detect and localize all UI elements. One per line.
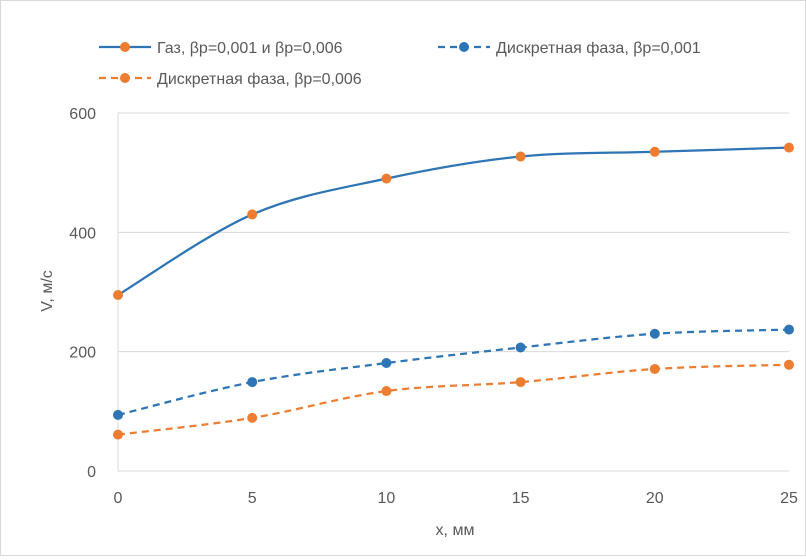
- legend-marker: [120, 42, 130, 52]
- data-point: [784, 324, 794, 335]
- y-tick-label: 200: [69, 345, 96, 362]
- data-point: [247, 377, 258, 388]
- x-tick-label: 25: [780, 490, 798, 507]
- x-tick-label: 10: [378, 490, 396, 507]
- legend: Газ, βр=0,001 и βр=0,006 Дискретная фаза,…: [99, 40, 701, 88]
- data-point: [113, 429, 123, 440]
- x-tick-label: 5: [248, 490, 257, 507]
- x-axis-title: x, мм: [436, 522, 475, 539]
- x-tick-label: 15: [512, 490, 530, 507]
- data-point: [515, 342, 526, 353]
- data-point: [649, 328, 660, 339]
- series-1: [113, 142, 794, 300]
- data-point: [649, 363, 660, 374]
- data-point: [784, 142, 794, 153]
- data-point: [381, 358, 392, 369]
- data-point: [113, 289, 123, 300]
- data-point: [649, 146, 660, 157]
- series-layer: [113, 142, 794, 440]
- legend-marker: [120, 73, 130, 83]
- x-axis-ticks: 0 5 10 15 20 25: [114, 490, 798, 507]
- legend-label: Газ, βр=0,001 и βр=0,006: [157, 40, 343, 57]
- data-point: [381, 173, 392, 184]
- series-3: [113, 359, 794, 440]
- data-point: [247, 209, 258, 220]
- legend-item: Газ, βр=0,001 и βр=0,006: [99, 40, 343, 57]
- legend-item: Дискретная фаза, βр=0,001: [438, 40, 701, 57]
- series-line: [117, 146, 790, 296]
- data-point: [381, 386, 392, 397]
- data-point: [784, 359, 794, 370]
- series-2: [113, 324, 794, 420]
- y-tick-label: 400: [69, 225, 96, 242]
- x-tick-label: 20: [646, 490, 664, 507]
- y-axis-title: V, м/с: [39, 270, 56, 312]
- y-axis-ticks: 0 200 400 600: [69, 106, 96, 481]
- legend-marker: [459, 42, 469, 52]
- series-line: [117, 328, 790, 417]
- data-point: [247, 412, 258, 423]
- y-tick-label: 600: [69, 106, 96, 123]
- y-tick-label: 0: [87, 464, 96, 481]
- legend-item: Дискретная фаза, βр=0,006: [99, 71, 362, 88]
- series-line: [117, 363, 790, 436]
- legend-label: Дискретная фаза, βр=0,001: [496, 40, 701, 57]
- data-point: [113, 409, 123, 420]
- data-point: [515, 377, 526, 388]
- data-point: [515, 151, 526, 162]
- legend-label: Дискретная фаза, βр=0,006: [157, 71, 362, 88]
- x-tick-label: 0: [114, 490, 123, 507]
